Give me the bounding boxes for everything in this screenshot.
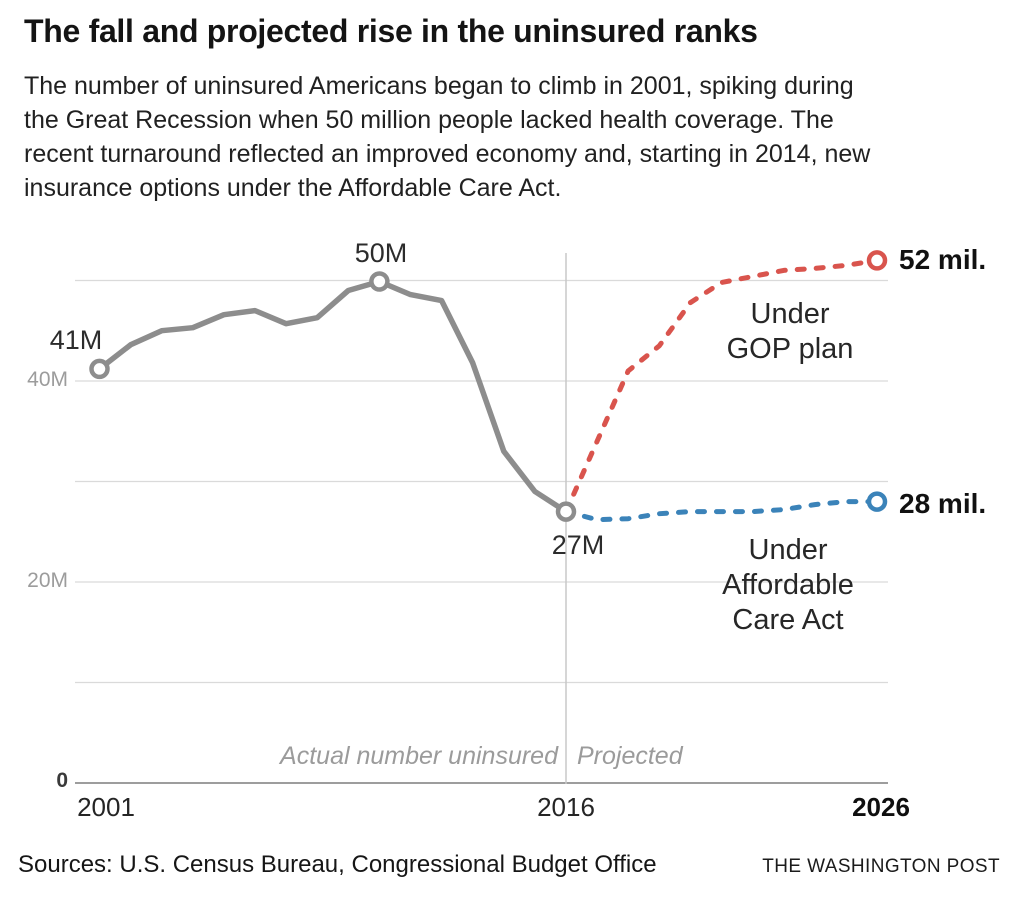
- marker-28-mil-: [866, 491, 888, 512]
- actual-region-label: Actual number uninsured: [280, 742, 558, 770]
- subtitle-line-3: recent turnaround reflected an improved …: [24, 140, 871, 168]
- annotation-27m: 27M: [551, 530, 605, 560]
- series-label-aca-line-2: Affordable: [722, 569, 854, 601]
- x-tick-2001: 2001: [77, 792, 135, 822]
- series-line-1: [563, 257, 880, 515]
- subtitle-line-1: The number of uninsured Americans began …: [24, 72, 854, 100]
- publisher-credit: THE WASHINGTON POST: [762, 856, 1000, 877]
- series-line-2: [563, 499, 880, 523]
- series-line-0: [96, 278, 569, 515]
- y-tick-20m: 20M: [27, 569, 68, 592]
- sources-line: Sources: U.S. Census Bureau, Congression…: [18, 851, 657, 878]
- annotation-52-mil: 52 mil.: [899, 244, 987, 275]
- annotation-28-mil: 28 mil.: [899, 488, 987, 519]
- annotation-50m: 50M: [354, 238, 408, 268]
- page-title: The fall and projected rise in the unins…: [24, 13, 758, 49]
- marker-52-mil-: [866, 250, 888, 271]
- series-label-aca-line-1: Under: [748, 534, 828, 566]
- series-label-gop: Under GOP plan: [690, 297, 890, 367]
- x-tick-2016: 2016: [537, 792, 595, 822]
- annotation-41m: 41M: [49, 325, 103, 355]
- subtitle-line-2: the Great Recession when 50 million peop…: [24, 106, 834, 134]
- x-tick-2026: 2026: [852, 792, 910, 822]
- subtitle-line-4: insurance options under the Affordable C…: [24, 174, 562, 202]
- series-label-gop-line-1: Under: [750, 298, 830, 330]
- y-tick-0: 0: [56, 769, 68, 792]
- marker-27m: [555, 501, 577, 522]
- series-label-aca-line-3: Care Act: [732, 604, 844, 636]
- marker-50m: [369, 271, 390, 292]
- marker-41m: [89, 358, 110, 380]
- projected-region-label: Projected: [577, 742, 683, 770]
- y-tick-40m: 40M: [27, 368, 68, 391]
- series-label-aca: Under Affordable Care Act: [688, 533, 888, 638]
- chart-subtitle: The number of uninsured Americans began …: [24, 69, 870, 205]
- series-label-gop-line-2: GOP plan: [726, 333, 854, 365]
